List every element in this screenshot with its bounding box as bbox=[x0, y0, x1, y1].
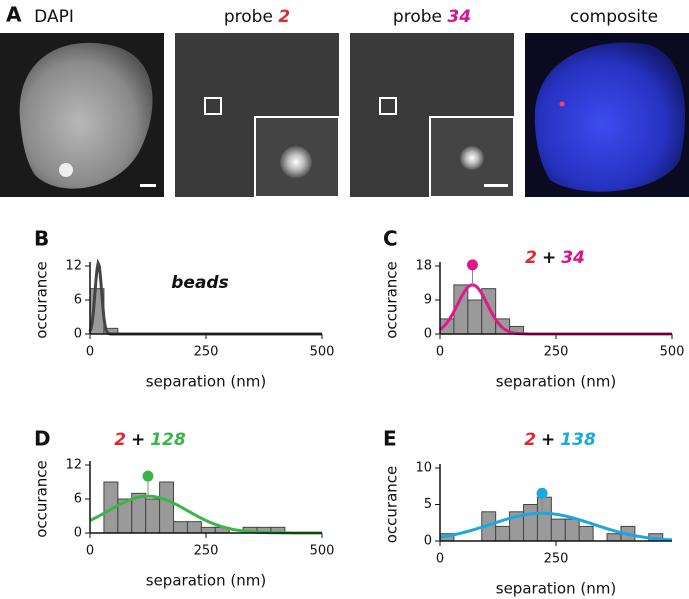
peak-marker bbox=[536, 487, 548, 499]
x-tick-label: 0 bbox=[86, 345, 94, 360]
annotation-part: + bbox=[131, 430, 145, 450]
y-tick-label: 0 bbox=[74, 526, 82, 541]
bar bbox=[467, 299, 483, 335]
y-axis-label: occurance bbox=[383, 261, 401, 339]
bar bbox=[159, 481, 175, 534]
x-tick-label: 500 bbox=[310, 345, 335, 360]
annotation-part: 128 bbox=[150, 430, 186, 450]
annotation: 2 +128 bbox=[114, 430, 186, 450]
bar bbox=[145, 498, 161, 534]
x-tick-label: 500 bbox=[660, 345, 685, 360]
image-title: DAPI bbox=[34, 7, 74, 27]
x-axis-label: separation (nm) bbox=[146, 373, 266, 391]
y-tick-label: 0 bbox=[424, 327, 432, 342]
y-tick-label: 9 bbox=[424, 293, 432, 308]
fit-curve bbox=[439, 511, 673, 542]
image-panels bbox=[0, 33, 689, 198]
nucleus bbox=[19, 42, 153, 189]
panel-label: D bbox=[34, 427, 51, 451]
image-title: composite bbox=[570, 7, 658, 27]
bar bbox=[536, 496, 552, 542]
bar bbox=[578, 525, 594, 542]
annotation: 2 +138 bbox=[524, 430, 596, 450]
bar bbox=[495, 525, 511, 542]
x-tick-label: 250 bbox=[194, 544, 219, 559]
bar bbox=[606, 533, 622, 542]
y-tick-label: 0 bbox=[424, 534, 432, 549]
peak-marker bbox=[466, 259, 478, 271]
annotation-part: + bbox=[541, 430, 555, 450]
title-text: probe bbox=[393, 7, 442, 27]
x-tick-label: 250 bbox=[194, 345, 219, 360]
annotation-part: 2 bbox=[525, 248, 537, 268]
bar bbox=[523, 504, 538, 542]
panel-label: E bbox=[383, 427, 397, 451]
y-axis-label: occurance bbox=[33, 460, 51, 538]
title-tag: 2 bbox=[278, 7, 290, 27]
annotation-part: 2 bbox=[114, 430, 126, 450]
bar bbox=[186, 521, 202, 534]
panel-label: A bbox=[6, 3, 22, 27]
annotation: beads bbox=[171, 273, 228, 293]
bar bbox=[564, 518, 580, 542]
image-title: probe 2 bbox=[224, 7, 290, 27]
y-tick-label: 0 bbox=[74, 327, 82, 342]
x-tick-label: 0 bbox=[436, 552, 444, 567]
annotation-part: beads bbox=[171, 273, 228, 293]
scale-bar bbox=[484, 184, 508, 187]
y-tick-label: 6 bbox=[74, 293, 82, 308]
y-tick-label: 18 bbox=[415, 259, 432, 274]
bar bbox=[173, 521, 188, 534]
peak-marker bbox=[142, 470, 154, 482]
roi-box bbox=[204, 97, 222, 115]
title-tag: 34 bbox=[447, 7, 471, 27]
title-text: probe bbox=[224, 7, 273, 27]
inset bbox=[429, 116, 515, 198]
bar bbox=[200, 526, 216, 534]
scale-bar bbox=[140, 184, 156, 187]
annotation-part: 138 bbox=[560, 430, 596, 450]
annotation-part: 2 bbox=[524, 430, 536, 450]
annotation-part: 34 bbox=[561, 248, 585, 268]
x-tick-label: 0 bbox=[86, 544, 94, 559]
inset bbox=[254, 116, 340, 198]
y-tick-label: 5 bbox=[424, 497, 432, 512]
roi-box bbox=[379, 97, 397, 115]
annotation: 2 +34 bbox=[525, 248, 585, 268]
x-axis-label: separation (nm) bbox=[146, 572, 266, 590]
panel-label: C bbox=[383, 227, 398, 251]
spot bbox=[559, 101, 565, 107]
annotation-part: + bbox=[542, 248, 556, 268]
x-axis-label: separation (nm) bbox=[496, 580, 616, 598]
x-tick-label: 250 bbox=[544, 345, 569, 360]
inset-spot bbox=[460, 146, 484, 170]
x-tick-label: 250 bbox=[544, 552, 569, 567]
image-title: probe 34 bbox=[393, 7, 471, 27]
y-axis-label: occurance bbox=[33, 261, 51, 339]
bright-spot bbox=[59, 163, 73, 177]
inset-spot bbox=[280, 146, 312, 178]
bar bbox=[550, 518, 566, 542]
x-tick-label: 0 bbox=[436, 345, 444, 360]
panel-label: B bbox=[34, 227, 49, 251]
nucleus bbox=[534, 42, 686, 192]
x-axis-label: separation (nm) bbox=[496, 373, 616, 391]
y-tick-label: 6 bbox=[74, 492, 82, 507]
y-tick-label: 10 bbox=[415, 461, 432, 476]
x-tick-label: 500 bbox=[310, 544, 335, 559]
y-tick-label: 12 bbox=[65, 259, 82, 274]
y-axis-label: occurance bbox=[383, 466, 401, 544]
y-tick-label: 12 bbox=[65, 458, 82, 473]
